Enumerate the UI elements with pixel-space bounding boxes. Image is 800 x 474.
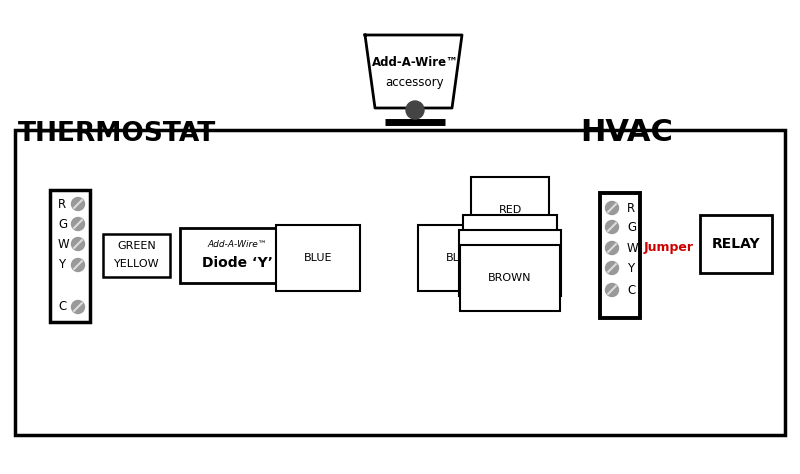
Text: THERMOSTAT: THERMOSTAT [18, 121, 216, 147]
Circle shape [71, 301, 85, 313]
Bar [700, 215, 772, 273]
Text: Jumper: Jumper [644, 240, 694, 254]
Text: W: W [58, 237, 70, 250]
Text: HVAC: HVAC [580, 118, 673, 147]
Circle shape [606, 241, 618, 255]
Text: Y: Y [627, 262, 634, 274]
Circle shape [606, 201, 618, 215]
Circle shape [606, 262, 618, 274]
Circle shape [71, 237, 85, 250]
Text: accessory: accessory [386, 75, 444, 89]
Text: W: W [627, 241, 638, 255]
Text: RED: RED [498, 205, 522, 215]
Text: Y: Y [58, 258, 65, 272]
Text: Diode ‘Y’: Diode ‘Y’ [202, 256, 273, 270]
Polygon shape [365, 35, 462, 108]
Bar [50, 190, 90, 322]
Text: BROWN: BROWN [488, 273, 532, 283]
Text: G: G [58, 218, 67, 230]
Text: Add-A-Wire™: Add-A-Wire™ [371, 55, 458, 69]
Circle shape [606, 220, 618, 234]
Text: R: R [627, 201, 635, 215]
Text: Add-A-Wire™: Add-A-Wire™ [208, 239, 267, 248]
Text: G: G [627, 220, 636, 234]
Circle shape [406, 101, 424, 119]
Circle shape [71, 258, 85, 272]
Circle shape [71, 198, 85, 210]
Circle shape [606, 283, 618, 297]
Text: GREEN: GREEN [117, 241, 156, 251]
Text: C: C [627, 283, 635, 297]
Text: R: R [58, 198, 66, 210]
Text: BLUE: BLUE [304, 253, 332, 263]
Bar [15, 130, 785, 435]
Circle shape [71, 218, 85, 230]
Bar [600, 193, 640, 318]
Text: GREEN: GREEN [490, 243, 530, 253]
Text: YELLOW: YELLOW [114, 259, 159, 269]
Text: BLUE: BLUE [446, 253, 474, 263]
Text: RELAY: RELAY [712, 237, 760, 251]
Bar [103, 234, 170, 277]
Bar [180, 228, 295, 283]
Text: C: C [58, 301, 66, 313]
Text: YELLOW: YELLOW [487, 258, 533, 268]
